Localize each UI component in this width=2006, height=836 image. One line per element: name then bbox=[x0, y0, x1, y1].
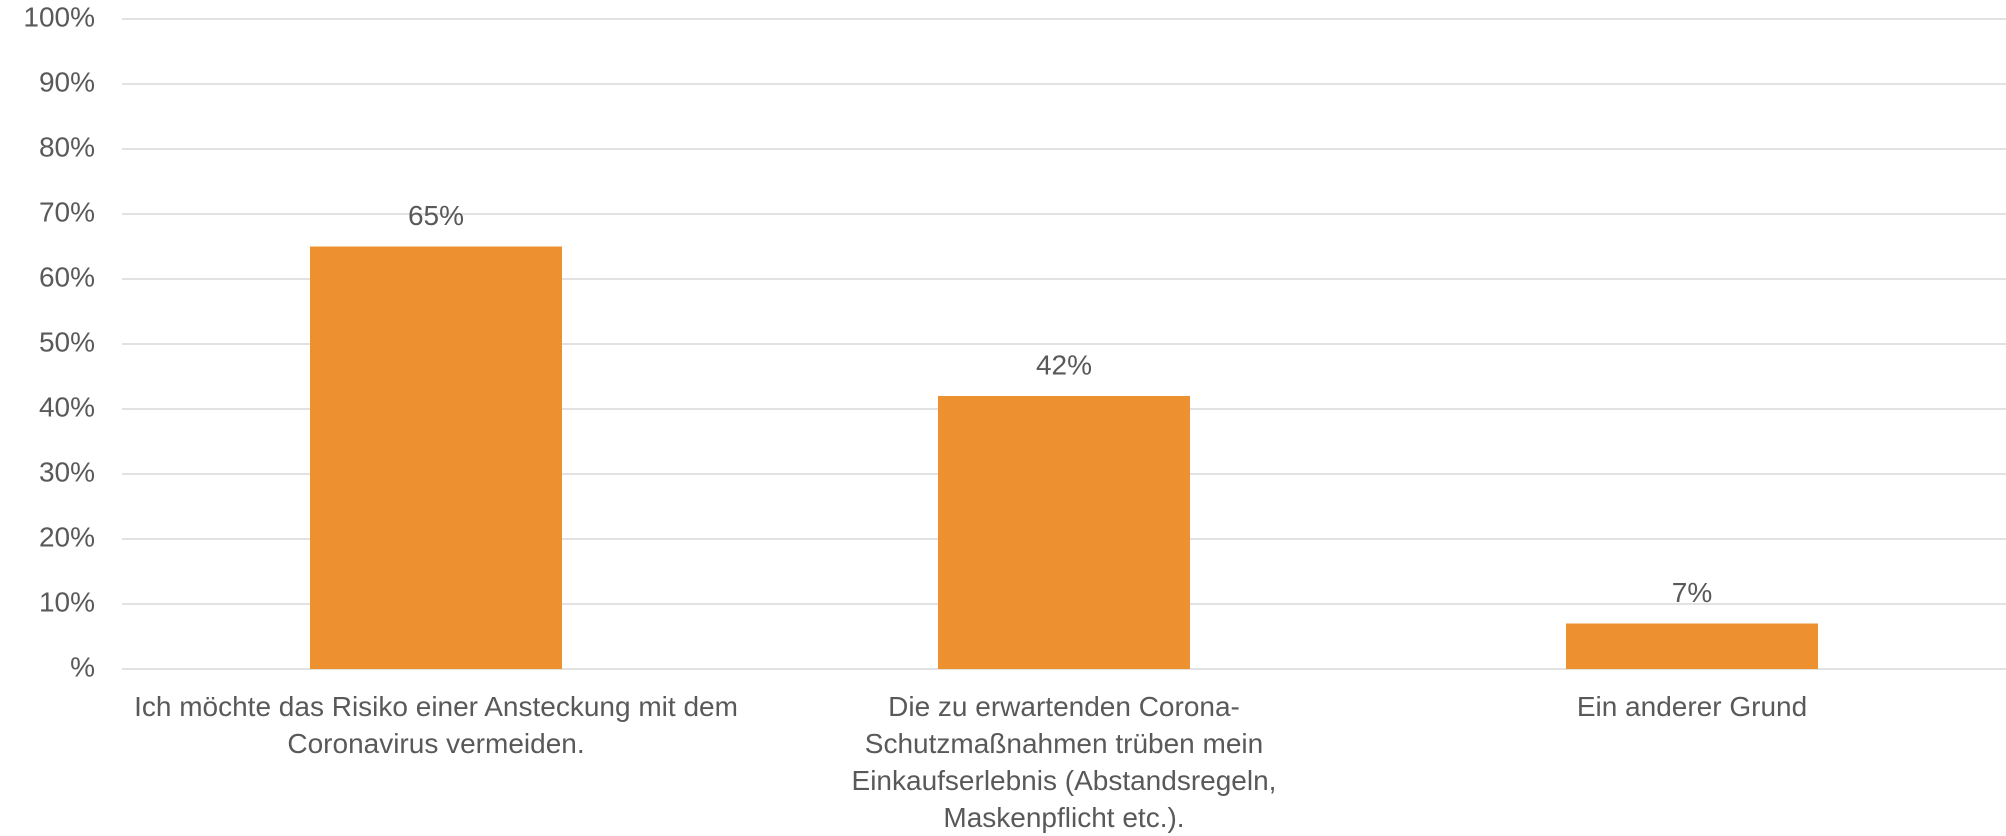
y-tick-label: 20% bbox=[39, 521, 95, 552]
x-tick-label: Ich möchte das Risiko einer Ansteckung m… bbox=[134, 691, 738, 759]
data-label: 42% bbox=[1036, 349, 1092, 380]
x-tick-label: Die zu erwartenden Corona-Schutzmaßnahme… bbox=[851, 691, 1277, 833]
bar bbox=[1566, 623, 1818, 669]
y-tick-label: 40% bbox=[39, 391, 95, 422]
y-tick-label: 70% bbox=[39, 196, 95, 227]
data-label: 7% bbox=[1672, 577, 1712, 608]
bar bbox=[938, 396, 1190, 669]
y-tick-label: 60% bbox=[39, 261, 95, 292]
y-tick-label: 10% bbox=[39, 586, 95, 617]
y-tick-label: 90% bbox=[39, 66, 95, 97]
y-tick-label: % bbox=[70, 651, 95, 682]
data-label: 65% bbox=[408, 200, 464, 231]
y-tick-label: 30% bbox=[39, 456, 95, 487]
y-tick-label: 100% bbox=[23, 1, 95, 32]
bar bbox=[310, 246, 562, 669]
y-tick-label: 80% bbox=[39, 131, 95, 162]
y-tick-label: 50% bbox=[39, 326, 95, 357]
x-tick-label: Ein anderer Grund bbox=[1576, 691, 1808, 722]
